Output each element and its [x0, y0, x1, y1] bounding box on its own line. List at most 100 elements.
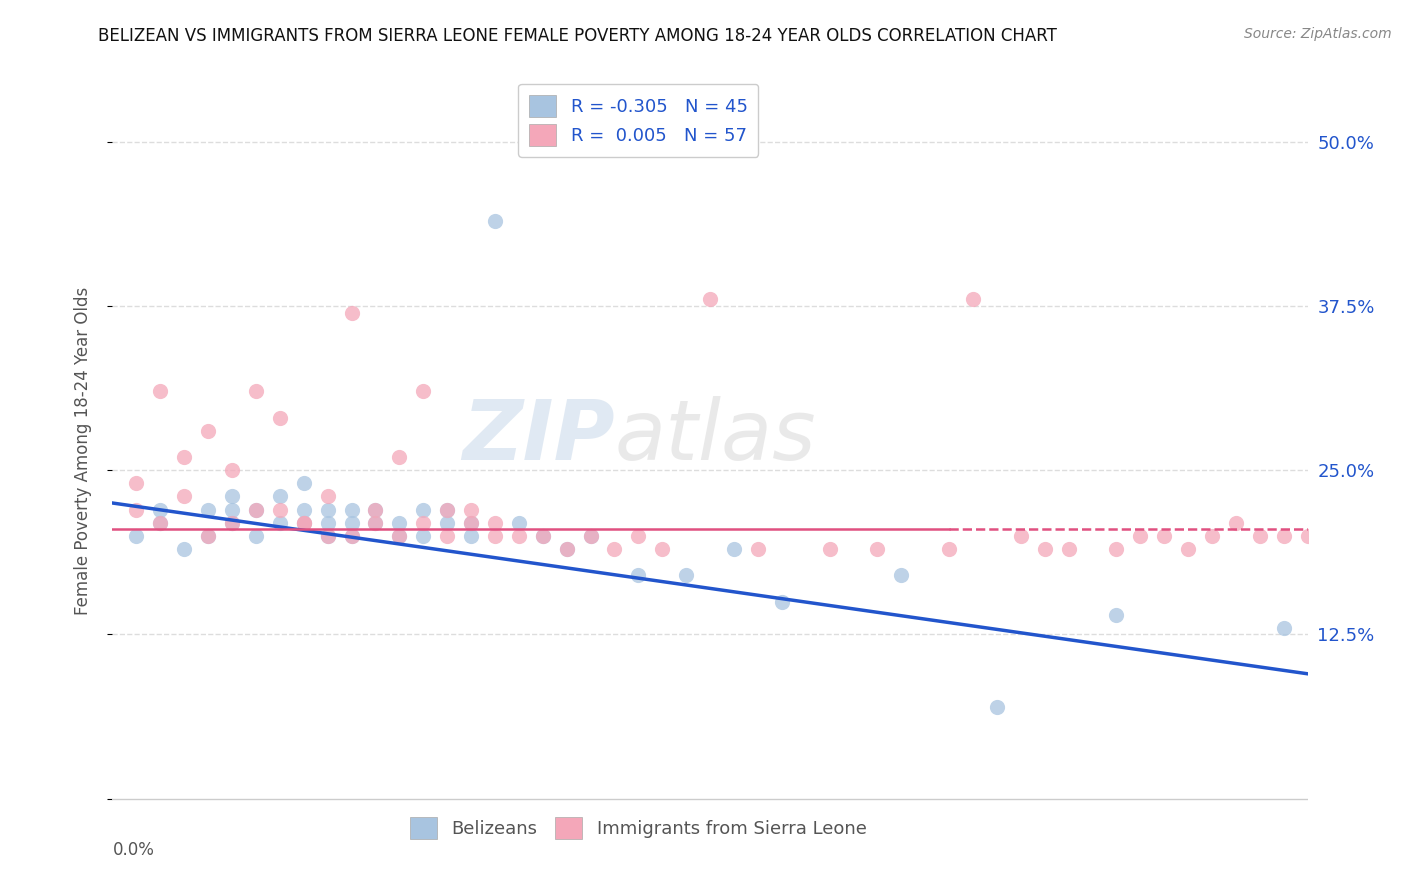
- Point: [723, 541, 745, 556]
- Point: [1177, 541, 1199, 556]
- Point: [890, 568, 912, 582]
- Point: [1296, 529, 1319, 543]
- Point: [1201, 529, 1223, 543]
- Point: [484, 529, 506, 543]
- Point: [388, 529, 411, 543]
- Point: [364, 502, 387, 516]
- Point: [531, 529, 554, 543]
- Point: [627, 529, 650, 543]
- Point: [1225, 516, 1247, 530]
- Point: [340, 502, 363, 516]
- Point: [269, 410, 291, 425]
- Point: [484, 516, 506, 530]
- Point: [436, 502, 458, 516]
- Point: [508, 516, 530, 530]
- Point: [316, 502, 339, 516]
- Legend: Belizeans, Immigrants from Sierra Leone: Belizeans, Immigrants from Sierra Leone: [402, 810, 875, 846]
- Point: [436, 516, 458, 530]
- Point: [460, 502, 482, 516]
- Point: [197, 502, 219, 516]
- Point: [340, 516, 363, 530]
- Point: [197, 529, 219, 543]
- Point: [125, 502, 148, 516]
- Point: [962, 293, 984, 307]
- Point: [1010, 529, 1032, 543]
- Point: [627, 568, 650, 582]
- Point: [818, 541, 841, 556]
- Point: [173, 450, 195, 464]
- Point: [149, 516, 172, 530]
- Point: [364, 516, 387, 530]
- Y-axis label: Female Poverty Among 18-24 Year Olds: Female Poverty Among 18-24 Year Olds: [73, 286, 91, 615]
- Point: [269, 490, 291, 504]
- Text: 0.0%: 0.0%: [112, 840, 155, 859]
- Point: [316, 490, 339, 504]
- Point: [245, 502, 267, 516]
- Point: [388, 450, 411, 464]
- Point: [1033, 541, 1056, 556]
- Point: [340, 305, 363, 319]
- Point: [149, 384, 172, 399]
- Point: [173, 490, 195, 504]
- Point: [269, 502, 291, 516]
- Point: [675, 568, 697, 582]
- Point: [1272, 621, 1295, 635]
- Point: [1057, 541, 1080, 556]
- Point: [1272, 529, 1295, 543]
- Point: [770, 594, 793, 608]
- Point: [412, 529, 434, 543]
- Point: [579, 529, 602, 543]
- Point: [531, 529, 554, 543]
- Point: [699, 293, 721, 307]
- Point: [938, 541, 960, 556]
- Text: ZIP: ZIP: [461, 395, 614, 476]
- Point: [125, 476, 148, 491]
- Point: [603, 541, 626, 556]
- Point: [364, 502, 387, 516]
- Point: [412, 516, 434, 530]
- Point: [245, 502, 267, 516]
- Point: [412, 384, 434, 399]
- Point: [292, 502, 315, 516]
- Point: [555, 541, 578, 556]
- Point: [651, 541, 673, 556]
- Point: [579, 529, 602, 543]
- Point: [412, 502, 434, 516]
- Point: [221, 516, 243, 530]
- Point: [747, 541, 769, 556]
- Point: [986, 699, 1008, 714]
- Point: [316, 529, 339, 543]
- Point: [292, 516, 315, 530]
- Text: atlas: atlas: [614, 395, 815, 476]
- Point: [460, 516, 482, 530]
- Point: [1105, 541, 1128, 556]
- Point: [149, 516, 172, 530]
- Point: [197, 424, 219, 438]
- Point: [316, 529, 339, 543]
- Point: [340, 529, 363, 543]
- Point: [388, 529, 411, 543]
- Text: BELIZEAN VS IMMIGRANTS FROM SIERRA LEONE FEMALE POVERTY AMONG 18-24 YEAR OLDS CO: BELIZEAN VS IMMIGRANTS FROM SIERRA LEONE…: [98, 27, 1057, 45]
- Point: [149, 502, 172, 516]
- Point: [125, 529, 148, 543]
- Point: [436, 502, 458, 516]
- Point: [484, 213, 506, 227]
- Point: [292, 476, 315, 491]
- Point: [292, 516, 315, 530]
- Point: [364, 516, 387, 530]
- Point: [388, 516, 411, 530]
- Point: [221, 463, 243, 477]
- Point: [508, 529, 530, 543]
- Point: [436, 529, 458, 543]
- Point: [1105, 607, 1128, 622]
- Point: [460, 529, 482, 543]
- Text: Source: ZipAtlas.com: Source: ZipAtlas.com: [1244, 27, 1392, 41]
- Point: [460, 516, 482, 530]
- Point: [245, 384, 267, 399]
- Point: [1249, 529, 1271, 543]
- Point: [269, 516, 291, 530]
- Point: [866, 541, 889, 556]
- Point: [1129, 529, 1152, 543]
- Point: [1153, 529, 1175, 543]
- Point: [555, 541, 578, 556]
